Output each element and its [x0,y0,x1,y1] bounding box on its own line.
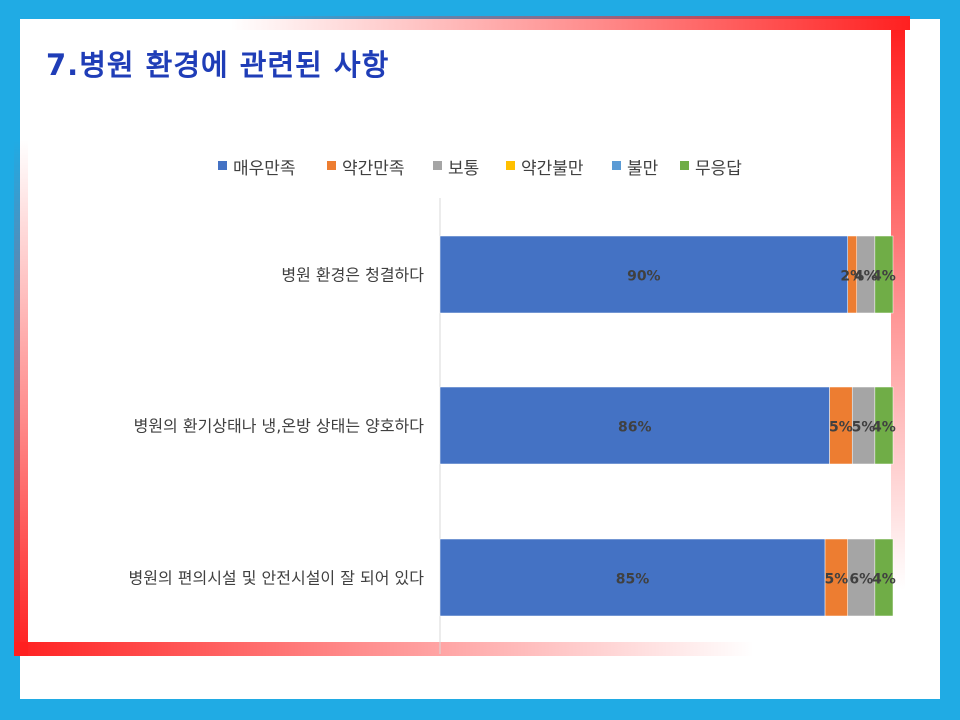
data-label: 85% [616,572,650,588]
bar-segment-보통 [847,538,876,617]
bar-segment-매우만족 [439,386,830,465]
legend-item-보통: 보통 [433,159,479,179]
data-label: 2% [840,269,864,285]
data-label: 6% [849,572,873,588]
data-label: 4% [872,269,896,285]
legend-item-약간불만: 약간불만 [506,159,584,179]
legend-label: 보통 [448,159,479,179]
data-label: 5% [824,572,848,588]
legend-label: 불만 [627,159,659,179]
data-label: 90% [627,269,661,285]
legend-label: 약간만족 [342,159,405,179]
decorative-frame-right [891,30,905,590]
decorative-frame-left [14,140,28,656]
data-labels: 90% 2%4%4%86% 5%5%4%85% 5% 6%4% [616,269,896,588]
bar-segment-매우만족 [439,235,848,314]
category-label: 병원의 환기상태나 냉,온방 상태는 양호하다 [134,417,425,436]
data-label: 4% [872,572,896,588]
legend-swatch [612,161,621,170]
bar-segment-매우만족 [439,538,826,617]
legend-swatch [506,161,515,170]
bar-segments [439,235,894,617]
data-label: 4% [872,420,896,436]
data-label: 5% [852,420,876,436]
bar-segment-무응답 [874,235,894,314]
legend-swatch [218,161,227,170]
legend-swatch [327,161,336,170]
category-label: 병원 환경은 청결하다 [281,266,424,285]
category-label: 병원의 편의시설 및 안전시설이 잘 되어 있다 [129,569,425,588]
data-label: 86% [618,420,652,436]
bar-segment-무응답 [874,386,894,465]
legend-label: 매우만족 [233,159,296,179]
bar-segment-무응답 [874,538,894,617]
legend-item-무응답: 무응답 [680,159,742,179]
slide-title: 7.병원 환경에 관련된 사항 [46,48,390,82]
legend-item-불만: 불만 [612,159,659,179]
decorative-frame-bottom [14,642,754,656]
legend-swatch [433,161,442,170]
legend-item-매우만족: 매우만족 [218,159,296,179]
legend-item-약간만족: 약간만족 [327,159,405,179]
legend-label: 무응답 [695,159,742,179]
legend-swatch [680,161,689,170]
data-label: 5% [829,420,853,436]
decorative-frame-top [230,16,910,30]
data-label: 4% [854,269,878,285]
legend-label: 약간불만 [521,159,584,179]
chart-legend: 매우만족 약간만족 보통 약간불만 불만 무응답 [218,159,742,179]
